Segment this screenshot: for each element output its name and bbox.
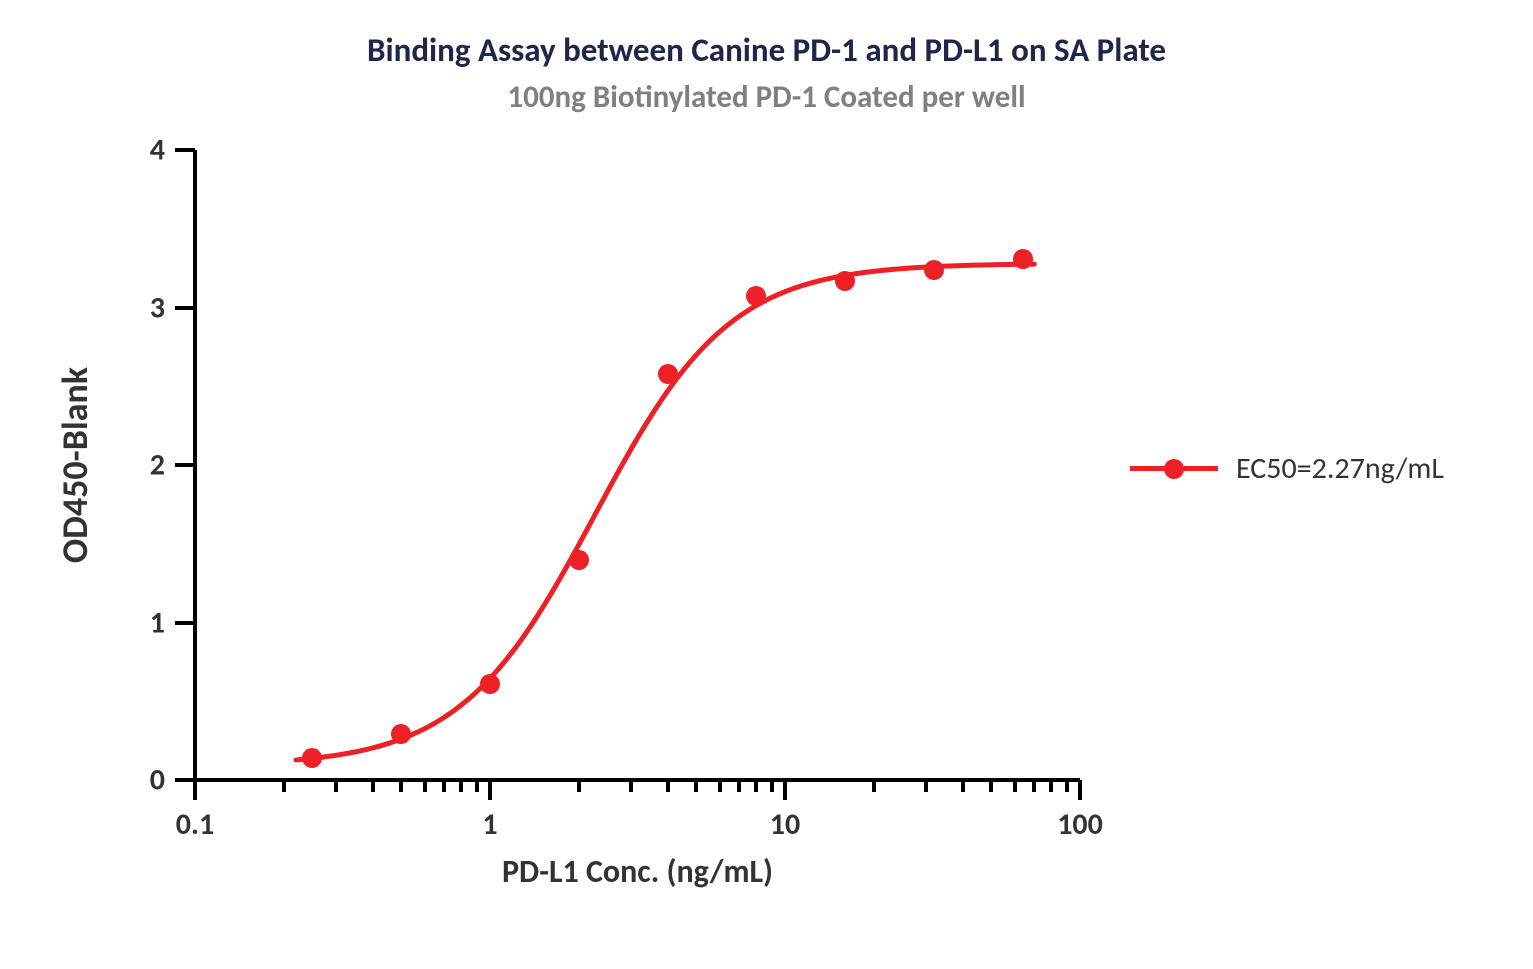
data-point bbox=[391, 724, 411, 744]
y-axis-title: OD450-Blank bbox=[53, 367, 97, 563]
x-minor-tick bbox=[770, 780, 774, 792]
x-minor-tick bbox=[1013, 780, 1017, 792]
x-tick-label: 100 bbox=[1057, 806, 1103, 843]
data-point bbox=[302, 748, 322, 768]
data-point bbox=[835, 271, 855, 291]
y-tick-label: 2 bbox=[125, 447, 165, 484]
chart-container: Binding Assay between Canine PD-1 and PD… bbox=[0, 0, 1533, 969]
x-major-tick bbox=[488, 780, 492, 800]
x-minor-tick bbox=[737, 780, 741, 792]
x-axis-title: PD-L1 Conc. (ng/mL) bbox=[502, 852, 773, 891]
x-minor-tick bbox=[399, 780, 403, 792]
data-point bbox=[746, 286, 766, 306]
x-tick-label: 1 bbox=[482, 806, 497, 843]
x-minor-tick bbox=[423, 780, 427, 792]
x-major-tick bbox=[783, 780, 787, 800]
y-major-tick bbox=[175, 621, 195, 625]
x-minor-tick bbox=[459, 780, 463, 792]
y-major-tick bbox=[175, 148, 195, 152]
subtitle-suffix: Coated per well bbox=[817, 78, 1026, 116]
x-minor-tick bbox=[334, 780, 338, 792]
data-point bbox=[924, 260, 944, 280]
x-minor-tick bbox=[1065, 780, 1069, 792]
legend-label: EC50=2.27ng/mL bbox=[1236, 450, 1444, 487]
subtitle-prefix: 100ng Biotinylated bbox=[507, 78, 755, 116]
data-point bbox=[480, 674, 500, 694]
y-tick-label: 1 bbox=[125, 604, 165, 641]
y-tick-label: 3 bbox=[125, 289, 165, 326]
x-minor-tick bbox=[371, 780, 375, 792]
chart-title-main: Binding Assay between Canine PD-1 and PD… bbox=[0, 30, 1533, 70]
x-minor-tick bbox=[577, 780, 581, 792]
x-major-tick bbox=[1078, 780, 1082, 800]
x-minor-tick bbox=[718, 780, 722, 792]
x-minor-tick bbox=[694, 780, 698, 792]
legend: EC50=2.27ng/mL bbox=[1130, 450, 1444, 487]
data-point bbox=[1013, 249, 1033, 269]
chart-title-sub: 100ng Biotinylated PD-1 Coated per well bbox=[0, 78, 1533, 116]
curve-svg bbox=[195, 150, 1080, 780]
y-major-tick bbox=[175, 306, 195, 310]
x-tick-label: 0.1 bbox=[176, 806, 214, 843]
y-major-tick bbox=[175, 463, 195, 467]
data-point bbox=[569, 550, 589, 570]
x-minor-tick bbox=[961, 780, 965, 792]
x-minor-tick bbox=[282, 780, 286, 792]
x-minor-tick bbox=[1049, 780, 1053, 792]
y-major-tick bbox=[175, 778, 195, 782]
data-point bbox=[658, 364, 678, 384]
x-axis-line bbox=[195, 778, 1080, 782]
x-minor-tick bbox=[754, 780, 758, 792]
x-major-tick bbox=[193, 780, 197, 800]
x-minor-tick bbox=[442, 780, 446, 792]
x-minor-tick bbox=[872, 780, 876, 792]
y-tick-label: 4 bbox=[125, 132, 165, 169]
x-minor-tick bbox=[989, 780, 993, 792]
x-minor-tick bbox=[666, 780, 670, 792]
legend-swatch-dot bbox=[1164, 459, 1184, 479]
legend-swatch-line bbox=[1130, 466, 1218, 471]
x-minor-tick bbox=[1032, 780, 1036, 792]
x-tick-label: 10 bbox=[770, 806, 800, 843]
x-minor-tick bbox=[475, 780, 479, 792]
fitted-curve bbox=[296, 264, 1034, 760]
x-minor-tick bbox=[924, 780, 928, 792]
subtitle-bold: PD-1 bbox=[756, 78, 817, 116]
y-tick-label: 0 bbox=[125, 762, 165, 799]
x-minor-tick bbox=[629, 780, 633, 792]
plot-area bbox=[195, 150, 1080, 780]
